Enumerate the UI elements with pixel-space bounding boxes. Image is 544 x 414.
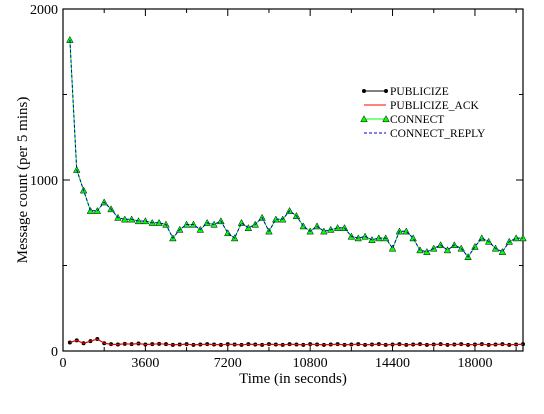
legend-marker <box>360 115 368 123</box>
series-connect-reply <box>69 39 523 258</box>
legend: PUBLICIZE PUBLICIZE_ACK CONNECT CONNECT_REP… <box>360 86 486 140</box>
x-tick-label: 7200 <box>214 356 242 371</box>
legend-marker <box>384 89 388 93</box>
x-tick-label: 14400 <box>375 356 410 371</box>
legend-marker <box>362 89 366 93</box>
axis-ticks: 0 3600 7200 10800 14400 18000 0 1000 2000 <box>30 3 523 371</box>
series-line <box>69 338 524 346</box>
x-tick-label: 0 <box>60 356 67 371</box>
series-publicize-ack <box>69 338 524 346</box>
data-point <box>67 340 72 345</box>
legend-label: PUBLICIZE <box>390 86 449 98</box>
x-tick-label: 3600 <box>131 356 159 371</box>
x-tick-label: 10800 <box>293 356 328 371</box>
data-point <box>333 224 342 231</box>
data-point <box>141 217 150 225</box>
series-layer <box>66 35 527 347</box>
data-point <box>73 165 81 173</box>
data-point <box>498 247 507 255</box>
x-axis-label: Time (in seconds) <box>239 371 347 387</box>
legend-item: PUBLICIZE_ACK <box>364 100 480 112</box>
legend-item: PUBLICIZE <box>362 86 449 98</box>
series-line <box>69 39 523 258</box>
legend-label: PUBLICIZE_ACK <box>390 100 480 112</box>
y-axis-label: Message count (per 5 mins) <box>15 97 31 264</box>
data-point <box>471 242 479 250</box>
x-tick-label: 18000 <box>457 356 492 371</box>
y-tick-label: 0 <box>51 345 58 360</box>
data-point <box>443 246 452 254</box>
legend-label: CONNECT <box>390 114 444 126</box>
y-tick-label: 1000 <box>30 174 58 189</box>
legend-marker <box>382 115 390 123</box>
legend-item: CONNECT_REPLY <box>364 128 486 140</box>
legend-label: CONNECT_REPLY <box>390 128 486 140</box>
data-point <box>409 234 417 242</box>
data-point <box>521 342 525 347</box>
data-point <box>388 244 397 252</box>
plot-area <box>62 8 524 352</box>
legend-item: CONNECT <box>360 114 444 126</box>
y-tick-label: 2000 <box>30 3 58 18</box>
